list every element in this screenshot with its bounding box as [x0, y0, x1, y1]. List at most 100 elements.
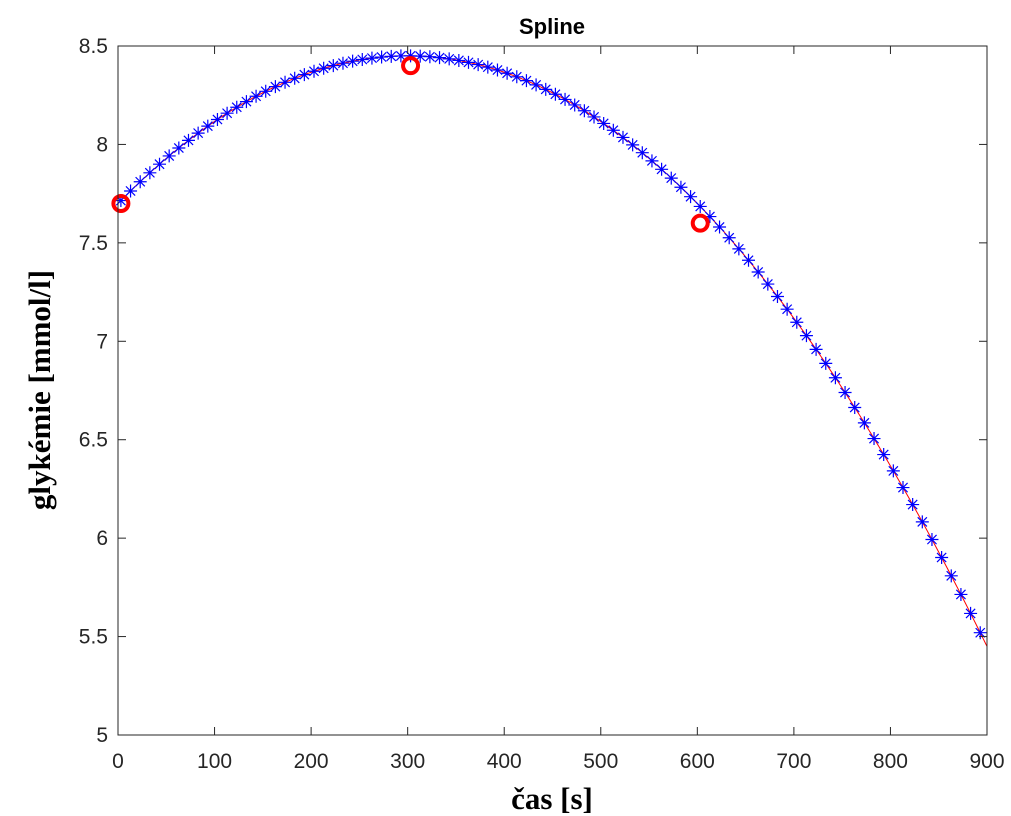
asterisk-marker — [249, 89, 263, 103]
asterisk-marker — [355, 52, 369, 66]
asterisk-marker — [191, 126, 205, 140]
asterisk-marker — [770, 289, 784, 303]
asterisk-marker — [964, 606, 978, 620]
measured-point-marker — [690, 213, 710, 233]
axes-box — [117, 45, 988, 736]
asterisk-marker — [539, 82, 553, 96]
asterisk-marker — [201, 119, 215, 133]
asterisk-marker — [346, 54, 360, 68]
asterisk-marker — [664, 171, 678, 185]
asterisk-marker — [336, 56, 350, 70]
asterisk-marker — [181, 133, 195, 147]
asterisk-marker — [162, 149, 176, 163]
asterisk-marker — [606, 123, 620, 137]
asterisk-marker — [722, 231, 736, 245]
asterisk-marker — [809, 342, 823, 356]
asterisk-marker — [307, 64, 321, 78]
y-tick-label: 8 — [96, 133, 108, 156]
asterisk-marker — [857, 416, 871, 430]
asterisk-marker — [133, 175, 147, 189]
asterisk-marker — [848, 401, 862, 415]
data-marks — [111, 49, 988, 647]
asterisk-marker — [828, 371, 842, 385]
axis-ticks: 0 100 200 300 400 500 600 700 800 900 5 5.5 6 6.5 7 7.5… — [79, 35, 1005, 773]
x-tick-label: 500 — [583, 750, 618, 773]
x-tick-label: 400 — [487, 750, 522, 773]
asterisk-marker — [626, 138, 640, 152]
asterisk-marker — [278, 75, 292, 89]
asterisk-marker — [548, 87, 562, 101]
asterisk-marker — [732, 242, 746, 256]
x-tick-label: 900 — [969, 750, 1004, 773]
asterisk-marker — [925, 533, 939, 547]
asterisk-marker — [124, 184, 138, 198]
y-tick-label: 7.5 — [79, 232, 108, 255]
asterisk-marker — [616, 130, 630, 144]
asterisk-marker — [239, 95, 253, 109]
asterisk-marker — [490, 63, 504, 77]
asterisk-marker — [384, 49, 398, 63]
asterisk-marker — [703, 210, 717, 224]
asterisk-marker — [799, 329, 813, 343]
asterisk-marker — [877, 448, 891, 462]
asterisk-marker — [684, 190, 698, 204]
y-tick-label: 6.5 — [79, 429, 108, 452]
asterisk-marker — [597, 116, 611, 130]
asterisk-marker — [153, 157, 167, 171]
asterisk-marker — [442, 52, 456, 66]
asterisk-marker — [365, 51, 379, 65]
asterisk-marker — [259, 84, 273, 98]
asterisk-marker — [500, 66, 514, 80]
asterisk-marker — [935, 551, 949, 565]
chart-title: Spline — [519, 14, 585, 39]
asterisk-marker — [635, 146, 649, 160]
measured-point-marker — [401, 56, 421, 76]
asterisk-marker — [819, 356, 833, 370]
x-tick-label: 800 — [873, 750, 908, 773]
x-tick-label: 0 — [112, 750, 124, 773]
asterisk-marker — [693, 199, 707, 213]
x-tick-label: 200 — [294, 750, 329, 773]
asterisk-marker — [577, 104, 591, 118]
x-tick-label: 600 — [680, 750, 715, 773]
asterisk-marker — [915, 515, 929, 529]
asterisk-marker — [404, 49, 418, 63]
asterisk-marker — [896, 481, 910, 495]
asterisk-marker — [510, 70, 524, 84]
asterisk-marker — [886, 464, 900, 478]
asterisk-marker — [867, 432, 881, 446]
y-tick-label: 6 — [96, 527, 108, 550]
asterisk-marker — [143, 166, 157, 180]
asterisk-marker — [761, 277, 775, 291]
asterisk-marker — [587, 110, 601, 124]
asterisk-marker — [268, 80, 282, 94]
asterisk-marker — [568, 98, 582, 112]
x-axis-label: čas [s] — [511, 781, 593, 816]
y-tick-label: 8.5 — [79, 35, 108, 58]
asterisk-marker — [751, 265, 765, 279]
y-tick-label: 7 — [96, 330, 108, 353]
asterisk-marker — [288, 71, 302, 85]
asterisk-marker — [413, 49, 427, 63]
asterisk-marker — [394, 49, 408, 63]
asterisk-marker — [742, 253, 756, 267]
y-axis-label: glykémie [mmol/l] — [22, 270, 57, 510]
asterisk-marker — [790, 315, 804, 329]
plot-area — [118, 46, 987, 735]
asterisk-marker — [655, 162, 669, 176]
asterisk-marker — [326, 59, 340, 73]
asterisk-marker — [558, 92, 572, 106]
asterisk-marker — [529, 78, 543, 92]
asterisk-marker — [230, 100, 244, 114]
asterisk-marker — [297, 68, 311, 82]
y-tick-label: 5 — [96, 724, 108, 747]
asterisk-marker — [375, 50, 389, 64]
asterisk-marker — [423, 50, 437, 64]
asterisk-marker — [838, 385, 852, 399]
x-tick-label: 300 — [390, 750, 425, 773]
asterisk-marker — [713, 220, 727, 234]
asterisk-marker — [210, 113, 224, 127]
asterisk-marker — [944, 569, 958, 583]
asterisk-marker — [220, 106, 234, 120]
